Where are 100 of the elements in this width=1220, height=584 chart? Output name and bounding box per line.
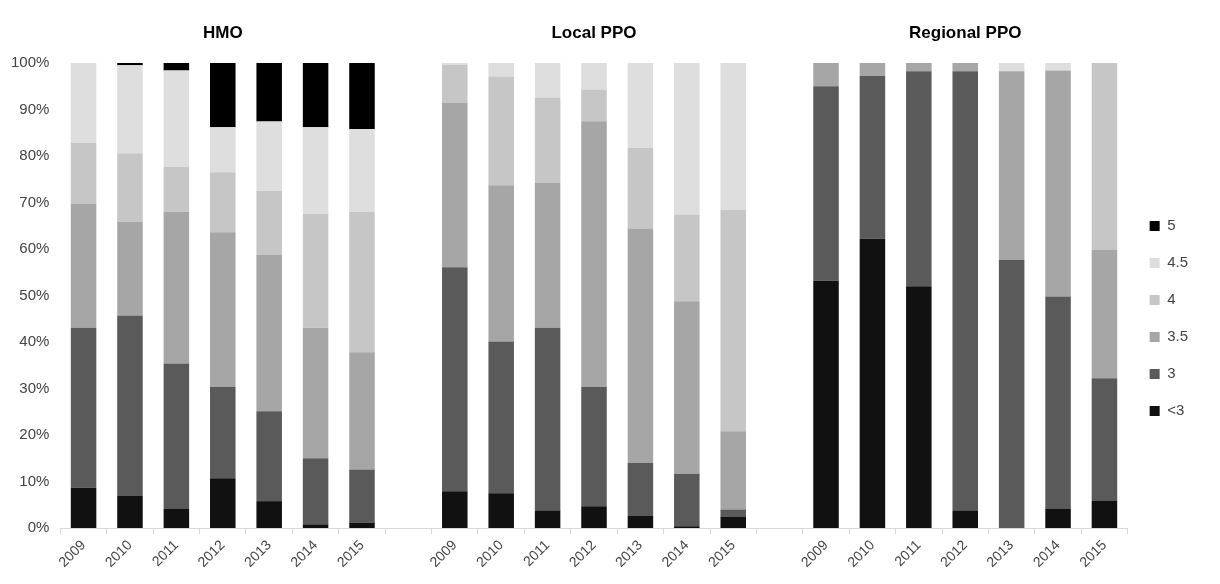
bar (998, 259, 1025, 529)
y-tick-label: 90% (19, 99, 50, 117)
bar (813, 63, 839, 87)
bar (1045, 296, 1071, 510)
bar (163, 70, 190, 167)
bar (534, 327, 561, 511)
bar (488, 341, 514, 494)
legend-label: 3 (1167, 364, 1176, 382)
bar (488, 63, 514, 77)
bar (163, 509, 190, 529)
bar (1045, 63, 1071, 71)
bar (256, 254, 282, 412)
bar (256, 121, 282, 191)
y-tick-label: 100% (10, 53, 50, 71)
bar (488, 185, 514, 342)
bar (720, 431, 746, 510)
y-tick-label: 60% (19, 239, 50, 257)
bar (256, 501, 282, 529)
bar (859, 238, 886, 529)
bar (442, 491, 468, 529)
bar (1091, 501, 1118, 529)
bar (70, 63, 97, 143)
bar (1091, 63, 1118, 250)
bar (627, 516, 654, 529)
y-tick-label: 50% (19, 285, 50, 303)
bar (163, 166, 190, 212)
bar (859, 76, 886, 239)
bar (627, 148, 654, 229)
bar (581, 89, 607, 122)
bar (349, 469, 375, 523)
bar (627, 63, 654, 149)
bar (70, 143, 97, 204)
bar (163, 211, 190, 364)
bar (349, 211, 375, 353)
bar (117, 496, 143, 529)
bar (534, 183, 561, 328)
bar (210, 232, 236, 387)
bar (163, 63, 190, 71)
bar (720, 63, 746, 210)
bar (813, 86, 839, 281)
bar (70, 203, 97, 328)
bar (302, 524, 329, 529)
bar (581, 63, 607, 90)
y-tick-label: 40% (19, 332, 50, 350)
bar (674, 214, 700, 302)
bar (534, 97, 561, 183)
bar (813, 280, 839, 529)
bar (488, 493, 514, 529)
legend-label: 3.5 (1167, 327, 1189, 345)
bar (70, 487, 97, 529)
bar (720, 509, 746, 517)
bar (1045, 70, 1071, 297)
bar (302, 458, 329, 525)
bar (906, 71, 932, 287)
bar (349, 129, 375, 212)
bar (210, 478, 236, 529)
bar (906, 286, 932, 529)
bar (952, 71, 978, 511)
bar (952, 63, 978, 72)
bar (256, 63, 282, 122)
bar (302, 213, 329, 328)
bar (581, 121, 607, 387)
legend-label: 5 (1167, 216, 1176, 234)
bar (674, 63, 700, 215)
bar (210, 63, 236, 128)
bar (302, 127, 329, 214)
y-tick-label: 10% (19, 471, 50, 489)
bar (906, 63, 932, 72)
bar (534, 63, 561, 98)
bar (1045, 509, 1071, 529)
bar (349, 522, 375, 529)
bar (210, 127, 236, 173)
bar (256, 411, 282, 502)
bar (70, 327, 97, 488)
bar (998, 71, 1025, 260)
bar (488, 76, 514, 186)
bar (210, 172, 236, 233)
bar (442, 64, 468, 103)
bar (720, 516, 746, 529)
y-tick-label: 80% (19, 146, 50, 164)
bar (117, 315, 143, 497)
legend-label: 4.5 (1167, 253, 1189, 271)
bar (859, 63, 886, 77)
bar (952, 510, 978, 529)
bar (163, 363, 190, 510)
bar (349, 352, 375, 470)
bar (117, 222, 143, 316)
y-tick-label: 20% (19, 425, 50, 443)
bar (349, 63, 375, 130)
bar (256, 190, 282, 255)
legend-label: 4 (1167, 290, 1176, 308)
bar (627, 228, 654, 463)
bar (302, 63, 329, 128)
bar (720, 209, 746, 432)
bar (534, 510, 561, 529)
bar (442, 267, 468, 492)
text: HMO (202, 22, 243, 42)
bar (1091, 378, 1118, 502)
bar (627, 462, 654, 517)
bar (1091, 249, 1118, 379)
